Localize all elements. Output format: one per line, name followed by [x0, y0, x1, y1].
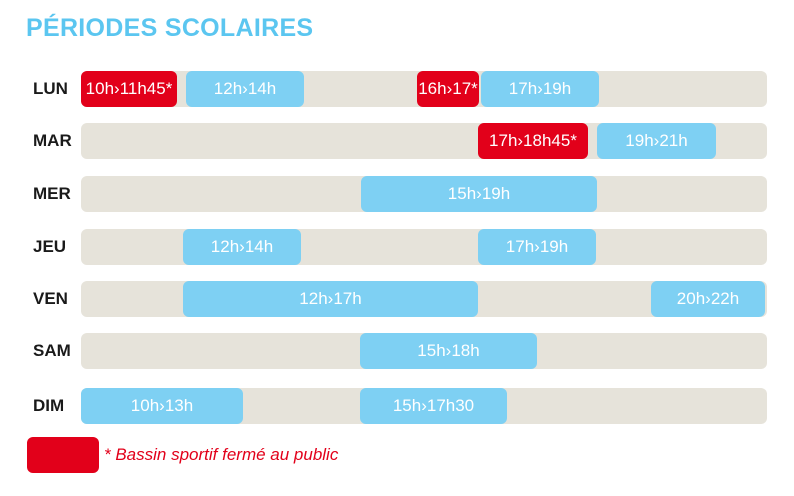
slot-ven-2: 20h›22h	[651, 281, 765, 317]
day-label-mar: MAR	[33, 131, 72, 150]
day-label-lun: LUN	[33, 79, 68, 98]
legend-swatch-closed	[27, 437, 99, 473]
legend-text: * Bassin sportif fermé au public	[104, 445, 339, 464]
day-label-sam: SAM	[33, 341, 71, 360]
day-label-mer: MER	[33, 184, 71, 203]
slot-lun-4: 17h›19h	[481, 71, 599, 107]
slot-jeu-2: 17h›19h	[478, 229, 596, 265]
slot-mer-1: 15h›19h	[361, 176, 597, 212]
slot-lun-1: 10h›11h45*	[81, 71, 177, 107]
slot-sam-1: 15h›18h	[360, 333, 537, 369]
slot-mar-1: 17h›18h45*	[478, 123, 588, 159]
day-label-ven: VEN	[33, 289, 68, 308]
slot-mar-2: 19h›21h	[597, 123, 716, 159]
slot-ven-1: 12h›17h	[183, 281, 478, 317]
page-title: PÉRIODES SCOLAIRES	[26, 14, 314, 42]
day-label-jeu: JEU	[33, 237, 67, 256]
slot-lun-2: 12h›14h	[186, 71, 304, 107]
slot-lun-3: 16h›17*	[417, 71, 479, 107]
slot-dim-2: 15h›17h30	[360, 388, 507, 424]
day-label-dim: DIM	[33, 396, 65, 415]
slot-jeu-1: 12h›14h	[183, 229, 301, 265]
slot-dim-1: 10h›13h	[81, 388, 243, 424]
